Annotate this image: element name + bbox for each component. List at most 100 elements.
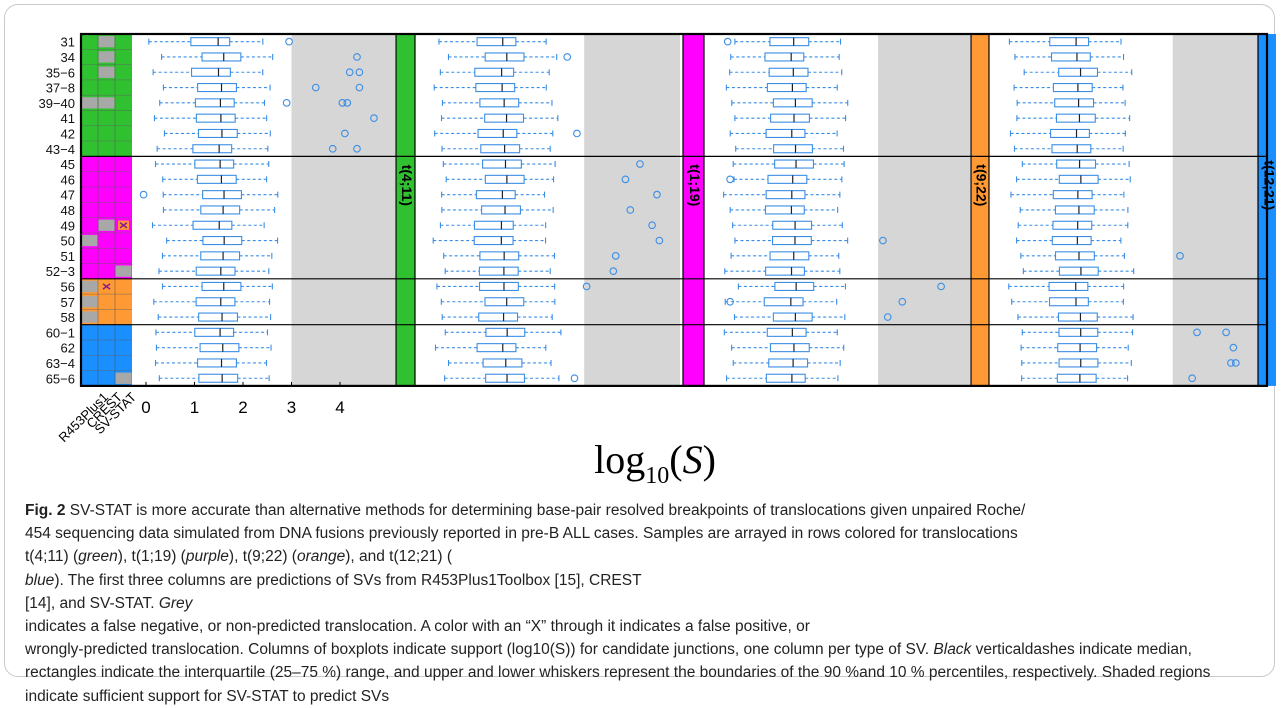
boxplot (433, 83, 547, 93)
x-axis-title: log10(S) (594, 437, 716, 489)
boxplot (151, 220, 265, 230)
iqr-box (1052, 83, 1093, 93)
method-cell (98, 324, 115, 340)
iqr-box (769, 343, 810, 353)
boxplot (734, 236, 849, 246)
iqr-box (1049, 37, 1090, 47)
method-cell (115, 110, 132, 126)
caption-text: ). The first three columns are predictio… (54, 571, 642, 589)
row-label: 48 (61, 203, 75, 218)
outlier-point (898, 297, 907, 306)
iqr-box (476, 343, 517, 353)
iqr-box (478, 312, 519, 322)
boxplot (154, 159, 270, 169)
iqr-box (195, 297, 236, 307)
boxplot (154, 358, 268, 368)
iqr-box (195, 266, 236, 276)
iqr-box (194, 327, 235, 337)
outlier-point (139, 190, 148, 199)
iqr-box (774, 159, 814, 169)
method-cell (81, 202, 98, 218)
boxplot (438, 37, 547, 47)
method-cell (115, 202, 132, 218)
iqr-box (1050, 128, 1090, 138)
iqr-box (1058, 67, 1099, 77)
boxplot (1016, 113, 1131, 123)
outlier-point (353, 53, 361, 61)
iqr-box (475, 190, 516, 200)
boxplot (155, 343, 272, 353)
iqr-box (197, 358, 237, 368)
x-tick-label: 1 (190, 398, 199, 417)
iqr-box (484, 52, 525, 62)
boxplot (156, 144, 269, 154)
outlier-point (1188, 374, 1196, 383)
iqr-box (1050, 52, 1091, 62)
boxplot (1017, 312, 1134, 322)
method-cell (98, 171, 115, 187)
iqr-box (765, 190, 806, 200)
boxplot (444, 327, 562, 337)
row-label: 34 (61, 50, 75, 65)
x-stroke (102, 283, 111, 290)
boxplot (443, 251, 556, 261)
boxplot (436, 281, 556, 292)
false-negative-cell (115, 372, 132, 384)
boxplot (1016, 174, 1131, 184)
iqr-box (194, 159, 235, 169)
row-label: 49 (61, 218, 75, 233)
caption-text: t(4;11) ( (25, 548, 79, 566)
boxplot (162, 174, 268, 184)
method-cell (81, 217, 98, 233)
boxplot (444, 266, 551, 276)
outlier-point (1193, 328, 1201, 337)
outlier-point (655, 236, 664, 245)
boxplot (439, 67, 550, 77)
support-shaded-region (291, 34, 395, 386)
iqr-box (194, 98, 235, 108)
method-cell (98, 187, 115, 203)
translocation-label: t(4;11) (399, 165, 415, 206)
method-cell (81, 49, 98, 65)
iqr-box (485, 327, 526, 337)
boxplot (1019, 205, 1129, 215)
method-cell (81, 64, 98, 80)
row-label: 31 (61, 35, 75, 50)
boxplot (153, 297, 271, 307)
boxplot (725, 83, 838, 93)
translocation-band (683, 34, 704, 386)
boxplot (732, 220, 843, 230)
method-cell (115, 79, 132, 96)
method-cell (81, 340, 98, 356)
boxplot (731, 343, 845, 353)
method-cell (115, 294, 132, 310)
boxplot (1016, 98, 1126, 108)
caption-label: Fig. 2 (25, 502, 66, 519)
outlier-point (626, 206, 635, 214)
row-label: 35−6 (46, 65, 75, 80)
caption-text: Black (933, 641, 972, 659)
outlier-point (282, 98, 291, 107)
row-label: 42 (61, 126, 75, 141)
boxplot (152, 67, 264, 77)
caption-text: blue (25, 571, 55, 589)
boxplot (442, 159, 556, 169)
boxplot (1013, 83, 1124, 93)
method-cell (98, 294, 115, 310)
boxplot (734, 37, 842, 47)
outlier-point (1229, 343, 1238, 352)
false-negative-cell (81, 280, 98, 293)
iqr-box (473, 220, 514, 230)
row-label: 57 (61, 295, 75, 310)
iqr-box (769, 37, 810, 47)
row-label: 41 (61, 111, 75, 126)
boxplot (163, 128, 271, 138)
iqr-box (195, 113, 236, 123)
boxplot (729, 205, 839, 215)
outlier-point (883, 313, 892, 321)
caption-text: dashes indicate median, rectangles indic… (25, 641, 1192, 682)
boxplot (735, 144, 845, 154)
iqr-box (772, 220, 813, 230)
iqr-box (1057, 343, 1098, 353)
row-label: 43−4 (46, 142, 75, 157)
